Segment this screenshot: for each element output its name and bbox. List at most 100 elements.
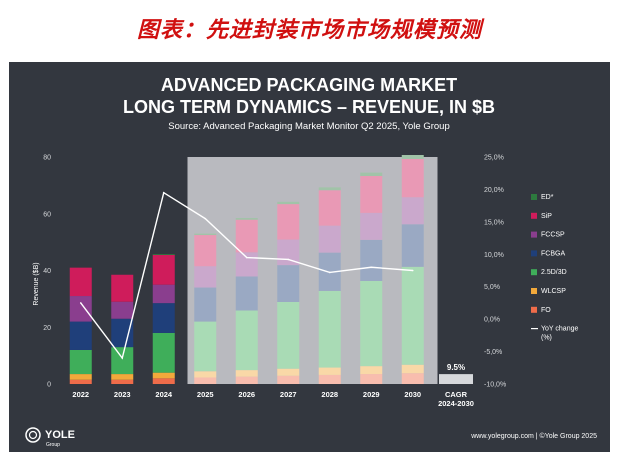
bar-fo-2026 — [235, 376, 258, 384]
bar-fo-2023 — [111, 379, 134, 384]
bar-25d3d-2029 — [360, 280, 383, 367]
yoy-point-2027 — [287, 258, 290, 261]
x-tick-label-2024: 2024 — [155, 390, 173, 399]
bar-fcbga-2027 — [277, 265, 300, 302]
yoy-point-2028 — [328, 271, 331, 274]
cagr-bar — [439, 374, 473, 384]
forecast-region — [187, 157, 438, 384]
x-tick-label-2025: 2025 — [197, 390, 214, 399]
bar-ed-2027 — [277, 201, 300, 205]
bar-sip-2028 — [318, 190, 341, 226]
x-tick-label-2030: 2030 — [404, 390, 421, 399]
bar-25d3d-2026 — [235, 310, 258, 371]
chart-title-line-1: ADVANCED PACKAGING MARKET — [161, 75, 457, 95]
bar-fo-2028 — [318, 374, 341, 384]
bar-fcbga-2030 — [401, 224, 424, 267]
bar-25d3d-2023 — [111, 347, 134, 375]
bar-fcbga-2023 — [111, 318, 134, 348]
legend-swatch-wlcsp — [531, 288, 537, 294]
bar-wlcsp-2023 — [111, 374, 134, 380]
y2-tick-label: 5,0% — [484, 284, 500, 291]
bar-fccsp-2025 — [194, 266, 217, 288]
bar-fo-2027 — [277, 375, 300, 384]
bar-ed-2029 — [360, 172, 383, 177]
bar-fo-2024 — [152, 378, 175, 384]
y2-tick-label: 20,0% — [484, 187, 504, 194]
y2-tick-label: 10,0% — [484, 252, 504, 259]
chart-subtitle: Source: Advanced Packaging Market Monito… — [168, 121, 449, 132]
yoy-point-2026 — [245, 256, 248, 259]
yoy-point-2023 — [121, 357, 124, 359]
yole-logo: YOLE Group — [25, 427, 75, 448]
legend-label: WLCSP — [541, 288, 566, 295]
bar-fo-2029 — [360, 374, 383, 384]
x-tick-label-2022: 2022 — [72, 390, 89, 399]
bar-25d3d-2027 — [277, 301, 300, 369]
bar-sip-2022 — [69, 267, 92, 297]
legend-label: FCCSP — [541, 232, 565, 239]
bar-wlcsp-2028 — [318, 367, 341, 375]
legend-swatch-fccsp — [531, 231, 537, 238]
x-tick-label-2023: 2023 — [114, 390, 131, 399]
y-axis-label: Revenue ($B) — [33, 262, 40, 305]
forecast-shading — [187, 157, 438, 384]
bar-fccsp-2024 — [152, 284, 175, 304]
bar-ed-2025 — [194, 233, 217, 236]
legend-label: FO — [541, 307, 551, 314]
x-tick-label-2026: 2026 — [238, 390, 255, 399]
legend-swatch-fcbga — [531, 250, 537, 257]
chart-panel: ADVANCED PACKAGING MARKET LONG TERM DYNA… — [9, 62, 610, 452]
footer-credit: www.yolegroup.com | ©Yole Group 2025 — [470, 432, 597, 440]
bar-fcbga-2022 — [69, 321, 92, 350]
yoy-point-2029 — [370, 266, 373, 269]
bar-sip-2024 — [152, 254, 175, 285]
page-title: 图表：先进封装市场市场规模预测 — [136, 17, 482, 43]
y2-tick-label: 15,0% — [484, 219, 504, 226]
bar-wlcsp-2030 — [401, 364, 424, 374]
legend-swatch-25d3d — [531, 269, 537, 276]
legend-swatch-sip — [531, 212, 537, 219]
x-tick-label-2029: 2029 — [363, 390, 380, 399]
bar-fo-2022 — [69, 379, 92, 384]
legend-swatch-fo — [531, 306, 537, 313]
bar-fcbga-2024 — [152, 303, 175, 333]
bar-wlcsp-2024 — [152, 372, 175, 379]
y2-tick-label: 0,0% — [484, 317, 500, 324]
bar-sip-2023 — [111, 274, 134, 302]
legend-label: ED* — [541, 194, 554, 201]
bar-wlcsp-2026 — [235, 370, 258, 377]
cagr-period: 2024-2030 — [438, 399, 474, 408]
y-tick-label: 0 — [47, 382, 51, 389]
cagr-label: CAGR — [445, 390, 468, 399]
legend-label: SiP — [541, 213, 552, 220]
bar-wlcsp-2029 — [360, 366, 383, 375]
yoy-point-2024 — [162, 191, 165, 194]
y-tick-label: 60 — [43, 211, 51, 218]
yoy-point-2030 — [411, 269, 414, 272]
bar-fccsp-2026 — [235, 252, 258, 277]
yoy-point-2025 — [204, 217, 207, 220]
bar-25d3d-2030 — [401, 266, 424, 365]
logo-text: YOLE — [45, 429, 75, 441]
bar-fo-2025 — [194, 377, 217, 384]
bar-fcbga-2029 — [360, 239, 383, 281]
y-tick-label: 40 — [43, 268, 51, 275]
bar-sip-2025 — [194, 235, 217, 267]
cagr-value: 9.5% — [447, 363, 465, 372]
bar-fcbga-2026 — [235, 276, 258, 311]
bar-fccsp-2030 — [401, 197, 424, 225]
bar-fccsp-2028 — [318, 225, 341, 253]
y-tick-label: 20 — [43, 325, 51, 332]
yoy-point-2022 — [79, 302, 82, 304]
bar-wlcsp-2022 — [69, 374, 92, 380]
bar-25d3d-2022 — [69, 349, 92, 375]
bar-sip-2026 — [235, 219, 258, 253]
logo-subtext: Group — [46, 442, 60, 448]
bar-sip-2029 — [360, 176, 383, 213]
bar-fo-2030 — [401, 373, 424, 384]
legend-swatch-ed — [531, 194, 537, 200]
legend-label: 2.5D/3D — [541, 269, 567, 276]
bar-ed-2030 — [401, 155, 424, 159]
bar-wlcsp-2025 — [194, 371, 217, 378]
chart-title-line-2: LONG TERM DYNAMICS – REVENUE, IN $B — [123, 97, 495, 117]
